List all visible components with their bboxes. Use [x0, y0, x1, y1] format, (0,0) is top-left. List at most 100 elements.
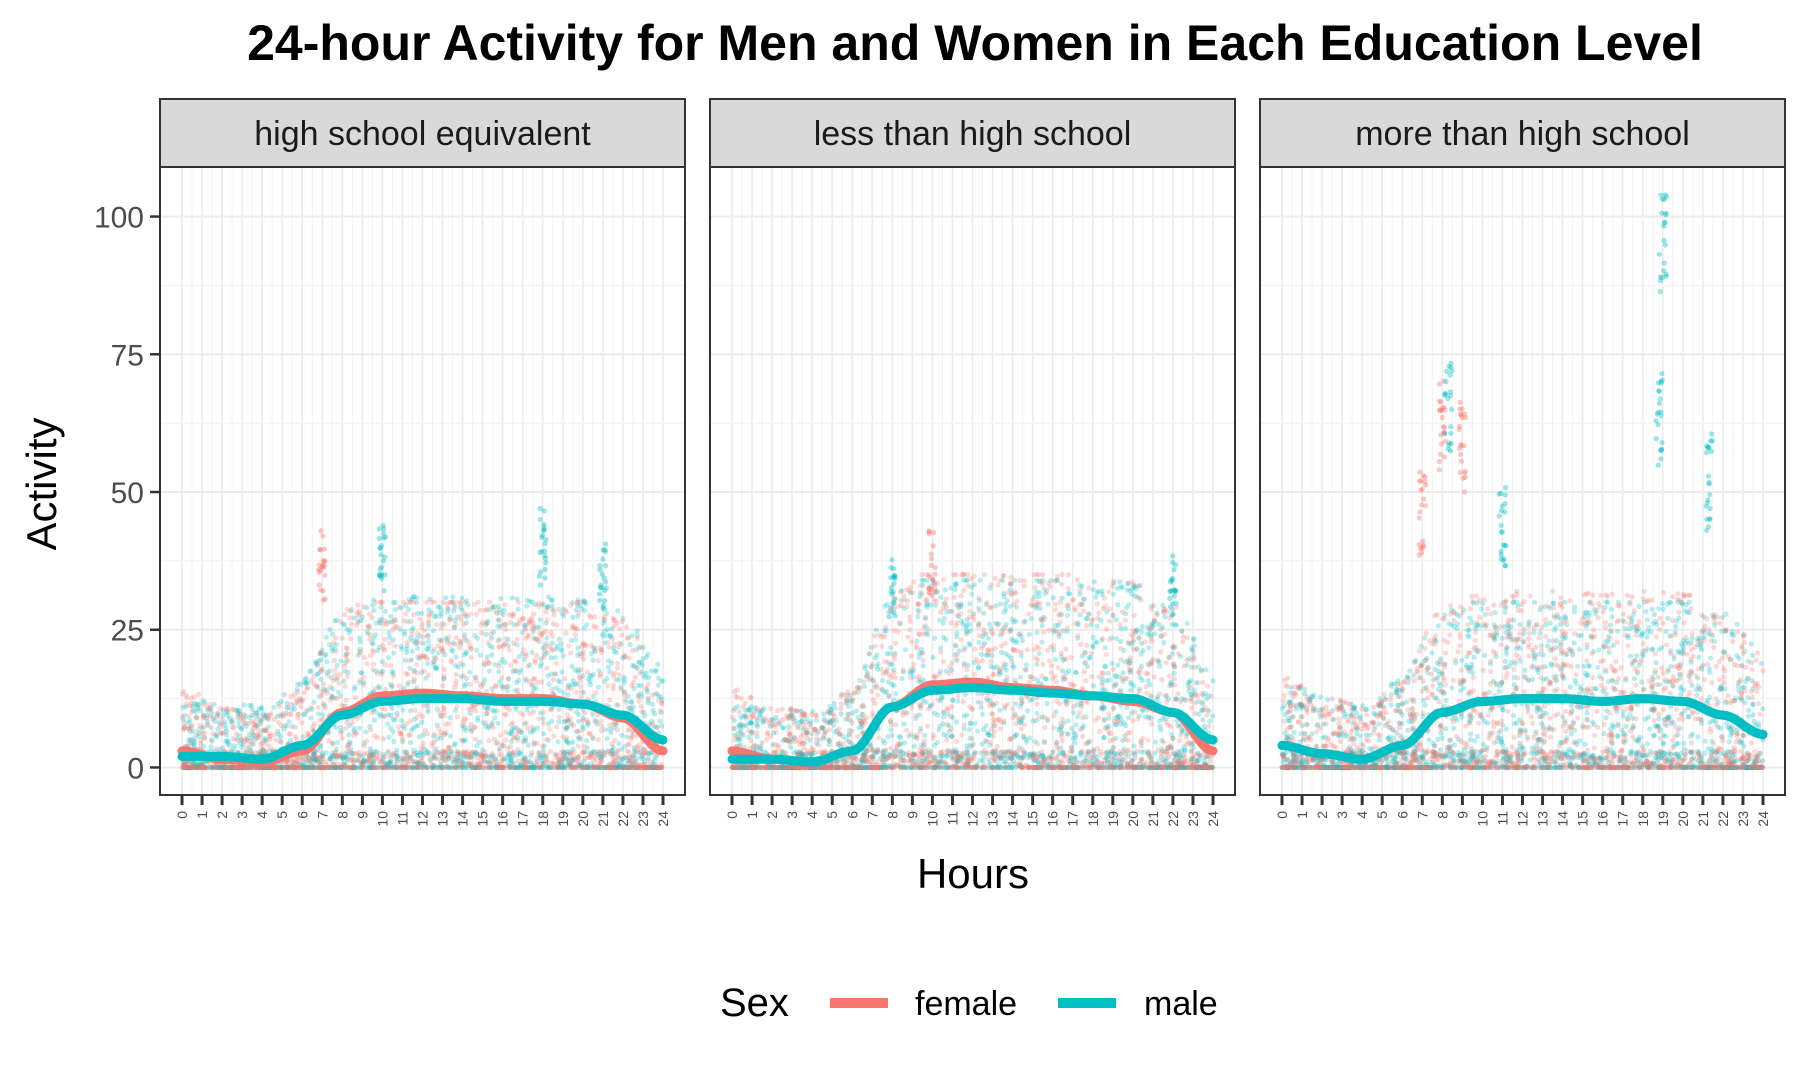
data-point-female: [556, 714, 563, 720]
data-point-male: [310, 764, 316, 771]
data-point-female: [1051, 725, 1057, 731]
data-point-female: [585, 719, 591, 726]
data-point-male: [542, 575, 548, 581]
data-point-male: [619, 732, 625, 739]
data-point-male: [450, 648, 456, 655]
data-point-male: [209, 764, 215, 771]
data-point-female: [441, 731, 447, 738]
data-point-male: [477, 652, 483, 658]
data-point-male: [655, 682, 661, 688]
data-point-female: [319, 692, 325, 699]
data-point-male: [378, 604, 384, 610]
data-point-male: [406, 596, 412, 603]
data-point-female: [261, 746, 267, 753]
data-point-female: [282, 760, 288, 766]
x-tick-label: 19: [555, 811, 571, 827]
data-point-female: [426, 613, 432, 619]
data-point-male: [630, 663, 636, 669]
data-point-female: [344, 762, 350, 768]
data-point-male: [556, 706, 562, 712]
data-point-male: [561, 613, 567, 619]
data-point-male: [655, 675, 662, 681]
data-point-male: [972, 720, 978, 726]
data-point-female: [532, 659, 538, 666]
x-tick-label: 13: [435, 811, 451, 827]
data-point-male: [463, 650, 470, 656]
data-point-male: [486, 668, 492, 674]
data-point-male: [199, 764, 205, 771]
data-point-male: [458, 673, 464, 680]
data-point-female: [360, 762, 367, 768]
data-point-male: [372, 717, 378, 723]
data-point-male: [183, 764, 190, 771]
data-point-female: [563, 630, 569, 637]
data-point-female: [1035, 657, 1041, 663]
data-point-male: [603, 541, 609, 547]
data-point-male: [285, 764, 291, 770]
data-point-female: [380, 736, 387, 742]
data-point-female: [754, 730, 760, 736]
data-point-female: [637, 670, 643, 676]
data-point-male: [566, 741, 572, 747]
data-point-male: [419, 719, 425, 725]
data-point-female: [534, 755, 540, 762]
data-point-female: [345, 742, 351, 748]
data-point-male: [398, 605, 404, 611]
data-point-female: [473, 736, 479, 742]
data-point-male: [373, 620, 379, 626]
data-point-female: [495, 638, 501, 644]
data-point-female: [362, 654, 368, 661]
data-point-female: [250, 726, 256, 732]
data-point-male: [416, 759, 422, 765]
data-point-female: [184, 695, 190, 701]
data-point-female: [295, 764, 301, 771]
data-point-male: [402, 725, 408, 731]
data-point-male: [545, 721, 552, 727]
data-point-female: [303, 756, 309, 763]
data-point-male: [318, 676, 324, 683]
data-point-female: [440, 683, 446, 689]
x-axis-ticks: 0 1 2 3 4 5 6 7 8 9 10 11 12 13 14 15 16 17 18 19 20 21 22 23 24: [174, 795, 671, 827]
data-point-male: [453, 654, 459, 660]
data-point-male: [404, 681, 411, 687]
data-point-male: [559, 669, 565, 675]
data-point-female: [593, 756, 599, 762]
data-point-female: [377, 764, 383, 771]
data-point-male: [259, 706, 265, 712]
data-point-female: [548, 707, 554, 713]
data-point-male: [561, 764, 567, 771]
data-point-female: [610, 751, 616, 757]
data-point-male: [185, 764, 191, 771]
data-point-male: [433, 664, 439, 671]
data-point-female: [581, 743, 587, 749]
data-point-female: [288, 701, 294, 708]
data-point-male: [496, 745, 502, 752]
data-point-female: [588, 642, 594, 649]
data-point-male: [1162, 614, 1168, 620]
data-point-female: [626, 741, 632, 747]
data-point-female: [1118, 657, 1124, 663]
data-point-female: [361, 682, 367, 688]
data-point-female: [617, 626, 623, 632]
data-point-male: [377, 713, 383, 719]
data-point-male: [658, 709, 664, 716]
data-point-male: [1034, 630, 1040, 636]
data-point-male: [1003, 667, 1009, 673]
data-point-female: [467, 681, 473, 687]
data-point-male: [558, 641, 564, 647]
data-point-male: [657, 718, 663, 724]
data-point-male: [412, 716, 418, 722]
data-point-female: [486, 599, 493, 605]
data-point-female: [461, 621, 467, 628]
data-point-female: [331, 657, 337, 664]
data-point-female: [611, 641, 618, 647]
data-point-female: [345, 658, 351, 664]
data-point-male: [540, 532, 546, 538]
data-point-female: [500, 764, 506, 771]
data-point-female: [593, 624, 599, 630]
data-point-male: [450, 594, 456, 600]
data-point-female: [410, 599, 417, 605]
data-point-female: [182, 720, 188, 726]
data-point-male: [278, 699, 284, 705]
data-point-male: [372, 632, 379, 638]
